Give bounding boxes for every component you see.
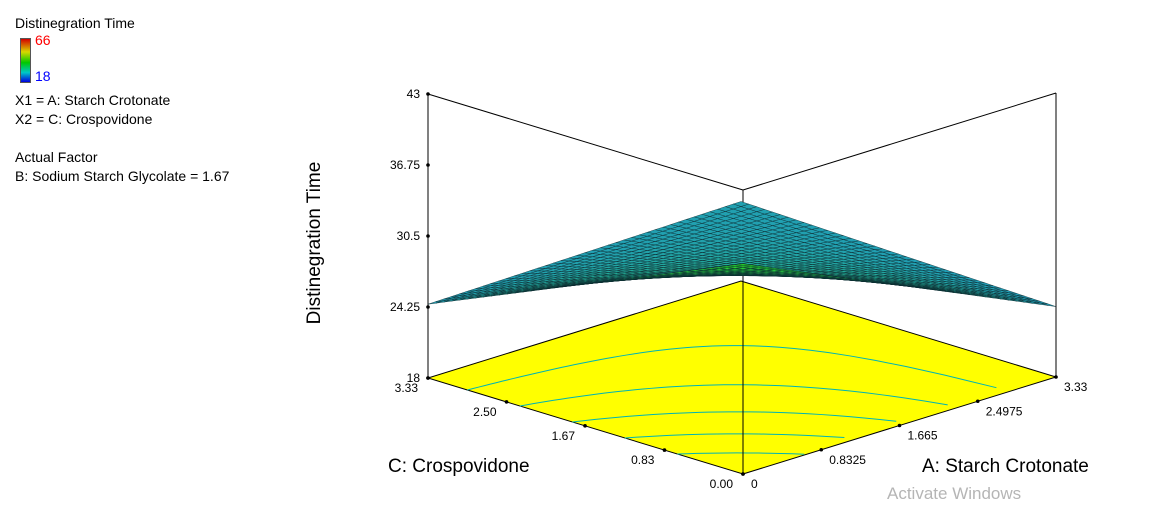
a-tick-label: 0.8325 [829,453,866,467]
tick-mark [426,234,430,238]
tick-mark [975,399,980,404]
response-surface [427,201,1057,307]
color-gradient-bar [20,38,31,83]
c-tick-label: 0.00 [710,477,734,491]
a-tick-label: 3.33 [1064,380,1088,394]
frame-edge [427,93,744,191]
box-frame [427,92,1057,474]
legend: Distinegration Time 66 18 X1 = A: Starch… [15,14,229,186]
c-tick-label: 3.33 [395,381,419,395]
surface-cell [735,263,751,267]
a-tick-label: 1.665 [908,429,938,443]
c-tick-label: 2.50 [473,405,497,419]
contour-line [572,411,897,423]
legend-title: Distinegration Time [15,15,135,31]
a-axis-title: A: Starch Crotonate [922,456,1089,477]
color-scale-max: 66 [35,32,51,48]
tick-mark [897,423,902,428]
contour-line [677,452,805,455]
z-axis-title: Distinegration Time [304,162,325,325]
tick-mark [583,424,587,428]
z-tick-label: 18 [407,371,421,385]
tick-mark [426,376,430,380]
c-axis-title: C: Crospovidone [388,456,530,477]
tick-mark [741,472,745,476]
tick-mark [1054,375,1058,379]
contour-line [467,345,997,391]
contour-line [519,384,948,407]
tick-mark [662,448,667,452]
c-tick-label: 1.67 [552,429,576,443]
actual-factor-heading: Actual Factor [15,149,98,165]
a-tick-label: 0 [751,477,758,491]
actual-factor-value: B: Sodium Starch Glycolate = 1.67 [15,168,230,184]
tick-mark [426,163,430,167]
floor-contours [426,280,1058,475]
frame-edge [742,92,1057,191]
tick-mark [426,305,430,309]
axis-ticks: 18 24.25 30.5 36.75 43 0.00 0.83 1.67 2.50 3.33 0 0… [390,87,1088,491]
z-tick-label: 24.25 [390,300,420,314]
tick-mark [819,447,824,452]
actual-factor-block: Actual Factor B: Sodium Starch Glycolate… [15,148,229,186]
tick-mark [504,400,509,404]
color-scale-min: 18 [35,68,51,84]
factor-x2: X2 = C: Crospovidone [15,111,153,127]
factor-x1: X1 = A: Starch Crotonate [15,92,171,108]
color-scale: 66 18 [15,32,229,87]
z-tick-label: 43 [407,87,421,101]
activate-windows-watermark: Activate Windows [887,484,1022,503]
a-tick-label: 2.4975 [986,404,1023,418]
z-tick-label: 30.5 [397,229,421,243]
contour-line [624,433,845,439]
factor-list: X1 = A: Starch Crotonate X2 = C: Crospov… [15,91,229,129]
floor-contour-plane [426,280,1058,475]
c-tick-label: 0.83 [631,453,655,467]
z-tick-label: 36.75 [390,158,420,172]
tick-mark [426,92,430,96]
